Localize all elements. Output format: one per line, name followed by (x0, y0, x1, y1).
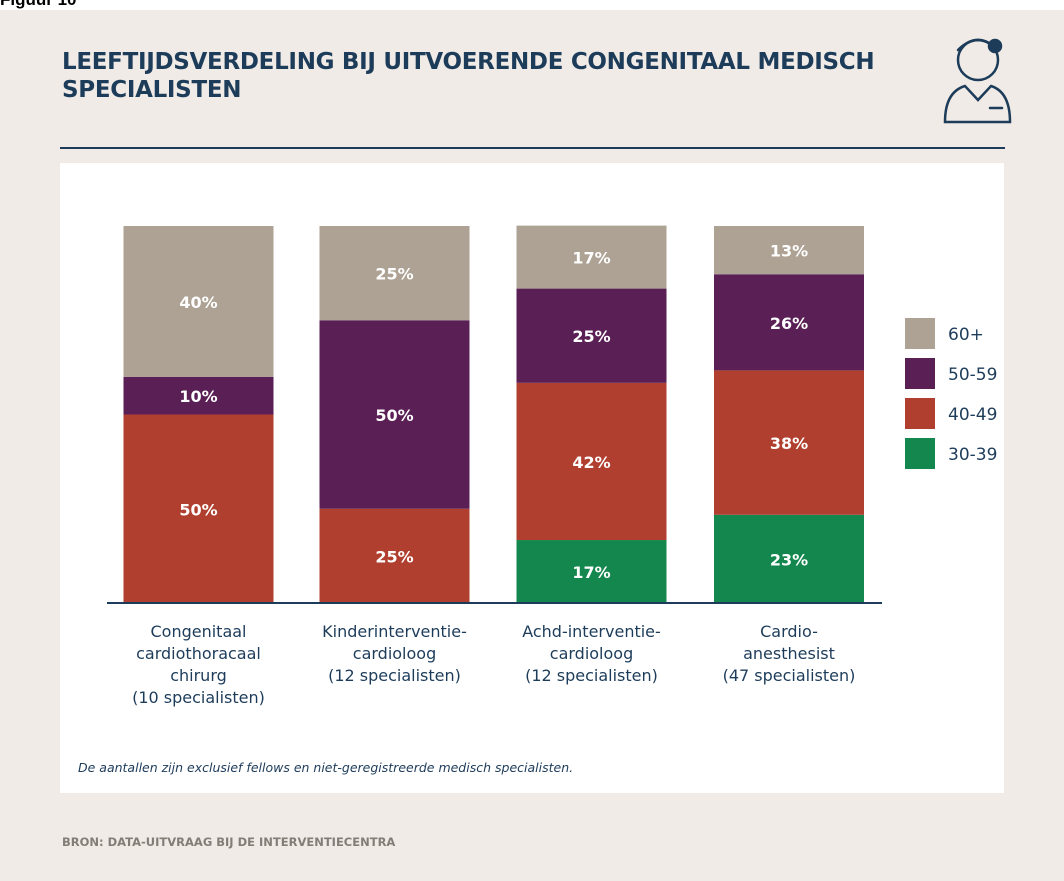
doctor-icon (943, 38, 1012, 124)
bar-segment (516, 382, 667, 541)
legend-label: 30-39 (948, 445, 997, 465)
value-label: 38% (770, 434, 808, 453)
legend-swatch (905, 358, 935, 389)
value-label: 23% (770, 550, 808, 569)
x-tick-label: Achd-interventie- cardioloog (12 special… (522, 622, 661, 685)
bar-segment (714, 226, 864, 275)
top-strip: Figuur 10 (0, 0, 1064, 10)
title-rule (60, 147, 1005, 149)
legend-label: 60+ (948, 325, 984, 345)
bar-segment (123, 226, 274, 377)
x-tick-label: Congenitaal cardiothoracaal chirurg (10 … (132, 622, 265, 707)
bar-segment (714, 370, 864, 515)
bar-segment (319, 320, 470, 509)
x-tick-label: Kinderinterventie- cardioloog (12 specia… (322, 622, 467, 685)
bar-segment (516, 288, 667, 383)
legend-swatch (905, 398, 935, 429)
value-label: 26% (770, 314, 808, 333)
value-label: 40% (179, 293, 217, 312)
value-label: 50% (375, 406, 413, 425)
footnote: De aantallen zijn exclusief fellows en n… (78, 760, 574, 775)
source: BRON: DATA-UITVRAAG BIJ DE INTERVENTIECE… (62, 835, 396, 849)
bar-segment (123, 376, 274, 415)
legend-swatch (905, 438, 935, 469)
bar-segment (319, 508, 470, 603)
value-label: 17% (572, 249, 610, 268)
chart-title: LEEFTIJDSVERDELING BIJ UITVOERENDE CONGE… (62, 49, 875, 103)
value-label: 50% (179, 500, 217, 519)
value-label: 13% (770, 242, 808, 261)
value-label: 25% (572, 327, 610, 346)
bar-segment (123, 414, 274, 603)
legend-label: 50-59 (948, 365, 997, 385)
bar-segment (516, 540, 667, 603)
value-label: 42% (572, 453, 610, 472)
x-tick-label: Cardio- anesthesist (47 specialisten) (722, 622, 856, 685)
bar-segment (714, 274, 864, 371)
figure-label: Figuur 10 (0, 0, 77, 10)
value-label: 17% (572, 563, 610, 582)
value-label: 10% (179, 387, 217, 406)
bar-segment (516, 225, 667, 289)
legend-label: 40-49 (948, 405, 997, 425)
value-label: 25% (375, 547, 413, 566)
value-label: 25% (375, 265, 413, 284)
bar-segment (714, 514, 864, 603)
legend-swatch (905, 318, 935, 349)
bar-segment (319, 226, 470, 321)
